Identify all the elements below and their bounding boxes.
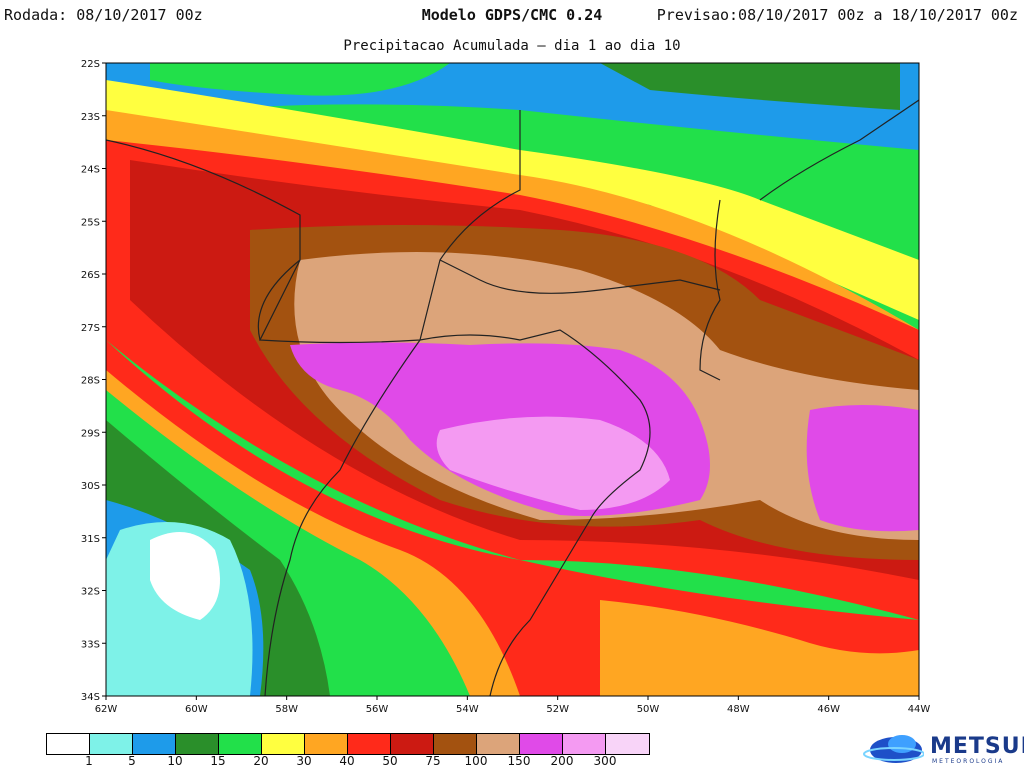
- lat-tick-label: 26S: [81, 270, 100, 281]
- lon-tick-label: 60W: [185, 704, 208, 715]
- lat-tick-label: 28S: [81, 376, 100, 387]
- legend-threshold-label: 30: [296, 754, 312, 768]
- legend-swatch: [348, 734, 391, 754]
- legend-swatch: [47, 734, 90, 754]
- lat-tick-label: 27S: [81, 323, 100, 334]
- latitude-axis: 22S 23S 24S 25S 26S 27S 28S 29S 30S 31S 32S 33S 34S: [81, 59, 106, 703]
- legend-swatch: [219, 734, 262, 754]
- lon-tick-label: 46W: [817, 704, 840, 715]
- lat-tick-label: 24S: [81, 165, 100, 176]
- logo-subtext: METEOROLOGIA: [932, 758, 1005, 765]
- lon-tick-label: 56W: [366, 704, 389, 715]
- lat-tick-label: 34S: [81, 692, 100, 703]
- legend-swatch: [434, 734, 477, 754]
- lat-tick-label: 25S: [81, 217, 100, 228]
- legend-colorbar: [46, 733, 650, 755]
- legend-threshold-label: 75: [425, 754, 441, 768]
- lon-tick-label: 48W: [727, 704, 750, 715]
- model-title: Modelo GDPS/CMC 0.24: [421, 6, 603, 24]
- lon-tick-label: 50W: [637, 704, 660, 715]
- precipitation-map: 22S23S24S25S26S27S28S29S30S31S32S33S34S …: [81, 59, 931, 715]
- lon-tick-label: 52W: [546, 704, 569, 715]
- globe-icon: [863, 735, 925, 763]
- logo-text: METSUL: [930, 734, 1024, 759]
- lon-tick-label: 44W: [908, 704, 931, 715]
- lat-tick-label: 30S: [81, 481, 100, 492]
- legend-swatch: [262, 734, 305, 754]
- precipitation-field: [106, 63, 919, 696]
- legend-threshold-label: 100: [464, 754, 488, 768]
- lat-tick-label: 29S: [81, 428, 100, 439]
- lon-tick-label: 54W: [456, 704, 479, 715]
- legend-swatch: [90, 734, 133, 754]
- lon-tick-label: 62W: [95, 704, 118, 715]
- lat-tick-label: 32S: [81, 587, 100, 598]
- legend-threshold-label: 300: [593, 754, 617, 768]
- legend-threshold-label: 150: [507, 754, 531, 768]
- lon-tick-label: 58W: [275, 704, 298, 715]
- legend-swatch: [391, 734, 434, 754]
- legend-threshold-label: 200: [550, 754, 574, 768]
- lat-tick-label: 23S: [81, 112, 100, 123]
- legend-threshold-label: 1: [85, 754, 93, 768]
- legend-swatch: [477, 734, 520, 754]
- legend-threshold-label: 15: [210, 754, 226, 768]
- legend-threshold-label: 10: [167, 754, 183, 768]
- legend-swatch: [520, 734, 563, 754]
- lat-tick-label: 33S: [81, 639, 100, 650]
- run-date: Rodada: 08/10/2017 00z: [4, 6, 203, 24]
- forecast-period: Previsao:08/10/2017 00z a 18/10/2017 00z: [656, 6, 1018, 24]
- legend-threshold-label: 5: [128, 754, 136, 768]
- map-subtitle: Precipitacao Acumulada – dia 1 ao dia 10: [343, 38, 681, 54]
- legend-swatch: [606, 734, 649, 754]
- metsul-logo: METSUL METEOROLOGIA: [862, 730, 1024, 768]
- legend-swatch: [563, 734, 606, 754]
- lat-tick-label: 31S: [81, 534, 100, 545]
- longitude-axis: 62W 60W 58W 56W 54W 52W 50W 48W 46W 44W: [95, 696, 931, 715]
- legend-swatch: [133, 734, 176, 754]
- lat-tick-label: 22S: [81, 59, 100, 70]
- legend-threshold-label: 20: [253, 754, 269, 768]
- legend-threshold-label: 40: [339, 754, 355, 768]
- legend-swatch: [176, 734, 219, 754]
- legend-threshold-label: 50: [382, 754, 398, 768]
- legend-swatch: [305, 734, 348, 754]
